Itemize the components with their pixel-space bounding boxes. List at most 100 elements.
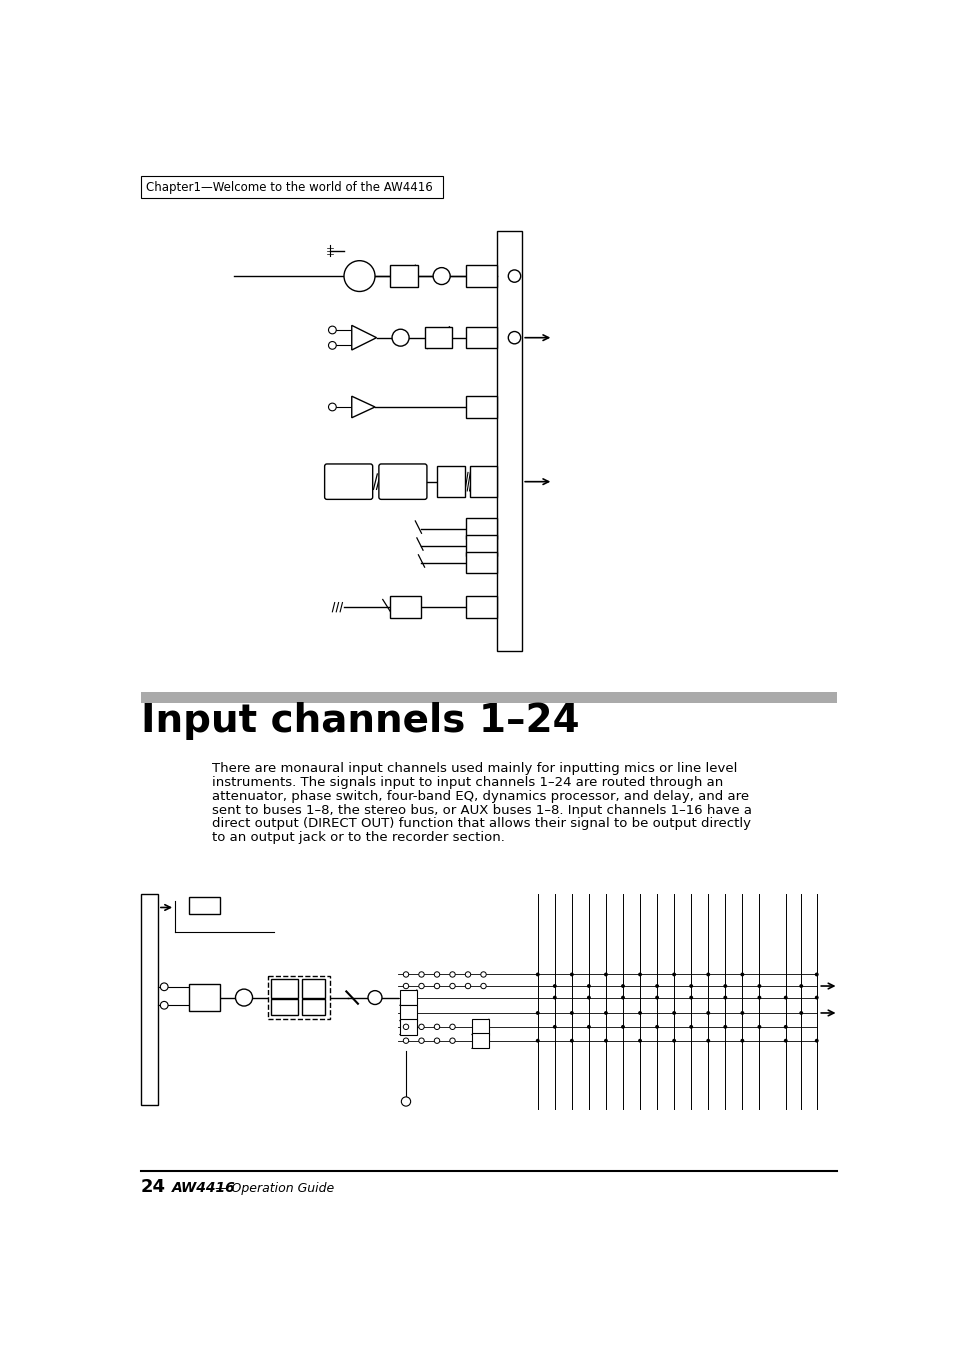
Circle shape: [799, 1011, 802, 1015]
Circle shape: [722, 996, 726, 1000]
Text: Chapter1—Welcome to the world of the AW4416: Chapter1—Welcome to the world of the AW4…: [146, 181, 433, 193]
Circle shape: [740, 1039, 743, 1043]
Circle shape: [740, 973, 743, 977]
Circle shape: [434, 971, 439, 977]
Bar: [399, 1005, 416, 1020]
Circle shape: [433, 267, 450, 285]
Circle shape: [688, 984, 693, 988]
Text: to an output jack or to the recorder section.: to an output jack or to the recorder sec…: [212, 831, 504, 844]
Circle shape: [536, 973, 539, 977]
Circle shape: [672, 1011, 676, 1015]
Circle shape: [403, 971, 408, 977]
Bar: [189, 984, 220, 1012]
Circle shape: [508, 270, 520, 282]
Bar: [497, 231, 521, 651]
Circle shape: [449, 971, 455, 977]
Circle shape: [620, 1025, 624, 1028]
Circle shape: [553, 1025, 557, 1028]
Bar: [466, 551, 497, 573]
Circle shape: [328, 326, 335, 334]
Circle shape: [586, 984, 590, 988]
Circle shape: [403, 1038, 408, 1043]
Bar: [436, 466, 464, 497]
Bar: [390, 265, 418, 286]
Circle shape: [672, 1039, 676, 1043]
Bar: [399, 1019, 416, 1035]
Polygon shape: [352, 326, 376, 350]
Circle shape: [655, 1025, 659, 1028]
Circle shape: [508, 331, 520, 345]
Circle shape: [403, 984, 408, 989]
Bar: [271, 1000, 297, 1015]
Bar: [466, 596, 497, 617]
Circle shape: [553, 996, 557, 1000]
Circle shape: [569, 1039, 573, 1043]
Bar: [466, 535, 497, 557]
Circle shape: [160, 984, 168, 990]
Text: Input channels 1–24: Input channels 1–24: [141, 703, 579, 740]
Circle shape: [328, 342, 335, 349]
Bar: [302, 1000, 325, 1015]
Circle shape: [672, 973, 676, 977]
Circle shape: [434, 1024, 439, 1029]
Circle shape: [757, 984, 760, 988]
Circle shape: [418, 1038, 424, 1043]
Bar: [466, 396, 497, 417]
Circle shape: [368, 990, 381, 1005]
Bar: [399, 990, 416, 1005]
Circle shape: [722, 1025, 726, 1028]
Circle shape: [814, 996, 818, 1000]
Circle shape: [553, 984, 557, 988]
FancyBboxPatch shape: [378, 463, 427, 500]
Text: 24: 24: [141, 1178, 166, 1197]
Circle shape: [536, 1011, 539, 1015]
Circle shape: [160, 1001, 168, 1009]
Circle shape: [799, 984, 802, 988]
Circle shape: [449, 1024, 455, 1029]
Bar: [472, 1034, 488, 1048]
Circle shape: [603, 1011, 607, 1015]
Circle shape: [620, 996, 624, 1000]
Circle shape: [418, 971, 424, 977]
Bar: [390, 596, 421, 617]
Circle shape: [655, 996, 659, 1000]
Bar: [189, 897, 220, 915]
Circle shape: [536, 1039, 539, 1043]
Circle shape: [586, 1025, 590, 1028]
Bar: [466, 265, 497, 286]
Bar: [424, 327, 452, 349]
Circle shape: [392, 330, 409, 346]
Bar: [302, 979, 325, 997]
Circle shape: [569, 973, 573, 977]
Circle shape: [569, 1011, 573, 1015]
Circle shape: [603, 973, 607, 977]
Circle shape: [344, 261, 375, 292]
Text: instruments. The signals input to input channels 1–24 are routed through an: instruments. The signals input to input …: [212, 775, 722, 789]
Bar: [469, 466, 497, 497]
Circle shape: [757, 1025, 760, 1028]
Circle shape: [465, 971, 470, 977]
Circle shape: [603, 1039, 607, 1043]
Circle shape: [449, 1038, 455, 1043]
Circle shape: [480, 971, 486, 977]
Circle shape: [480, 984, 486, 989]
Circle shape: [783, 996, 787, 1000]
Circle shape: [740, 1011, 743, 1015]
Circle shape: [783, 1025, 787, 1028]
Circle shape: [655, 984, 659, 988]
Circle shape: [401, 1097, 410, 1106]
Circle shape: [434, 1038, 439, 1043]
Bar: [466, 517, 497, 539]
Circle shape: [688, 996, 693, 1000]
Circle shape: [586, 996, 590, 1000]
Text: There are monaural input channels used mainly for inputting mics or line level: There are monaural input channels used m…: [212, 762, 737, 775]
Circle shape: [688, 1025, 693, 1028]
Circle shape: [705, 1011, 709, 1015]
Circle shape: [638, 973, 641, 977]
Circle shape: [638, 1011, 641, 1015]
Bar: [141, 692, 836, 703]
Circle shape: [328, 403, 335, 411]
Text: sent to buses 1–8, the stereo bus, or AUX buses 1–8. Input channels 1–16 have a: sent to buses 1–8, the stereo bus, or AU…: [212, 804, 752, 816]
Circle shape: [757, 996, 760, 1000]
Circle shape: [722, 984, 726, 988]
